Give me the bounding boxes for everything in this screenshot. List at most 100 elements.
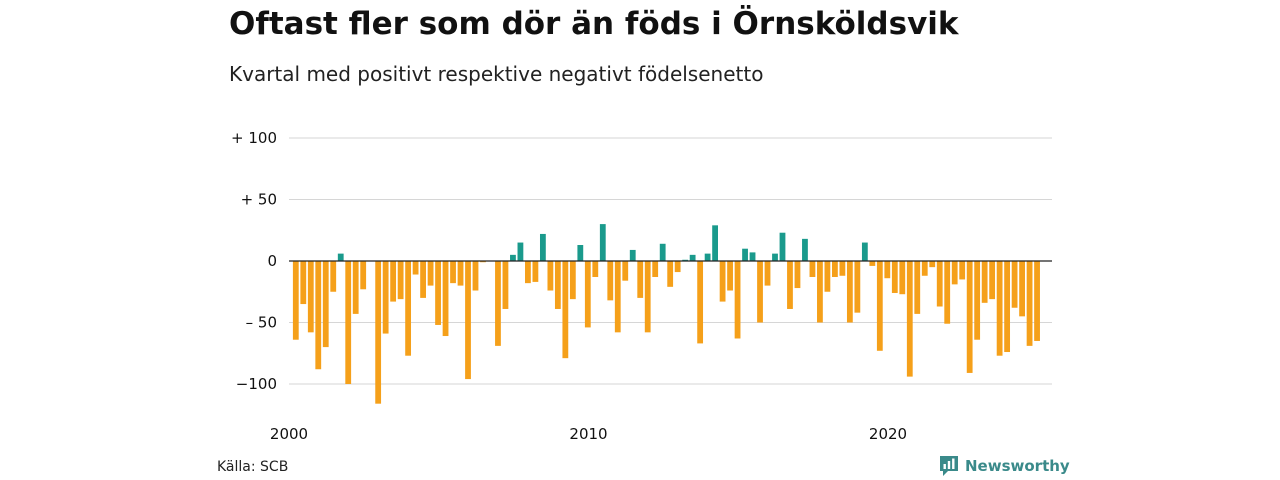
bar [614,261,621,333]
bar [757,261,763,323]
bar [442,261,449,337]
bar [742,248,748,261]
bar [989,261,996,300]
bar [337,253,344,261]
brand-logo: Newsworthy [939,455,1070,477]
bar [562,261,569,359]
bar [659,243,666,261]
y-tick-label: + 50 [241,191,277,209]
bar [749,252,756,261]
bar [510,254,516,261]
bar [292,261,299,340]
bar [764,261,771,286]
bar [652,261,659,277]
bar [539,233,546,261]
bar [936,261,943,307]
bar [682,259,689,261]
bar [832,261,838,277]
bar [637,261,644,298]
bar [787,261,793,309]
bar-chart: + 100 + 50 0 – 50 −100 2000 2010 2020 [231,129,1052,443]
bar [809,261,816,277]
bar [779,232,786,261]
bar [465,261,471,380]
bar [584,261,591,328]
bar [300,261,307,305]
bar [712,225,718,261]
bar [839,261,846,276]
bar [322,261,329,348]
bar [1034,261,1040,341]
bar [996,261,1003,356]
bar [480,261,486,263]
y-tick-label: 0 [267,252,277,270]
bar [352,261,359,314]
bar [450,261,456,284]
bar [817,261,823,323]
bar [959,261,966,280]
bar [495,261,501,346]
bar [846,261,853,323]
bar [569,261,576,300]
x-tick-label: 2020 [869,425,907,443]
bar [390,261,397,302]
bar [405,261,412,356]
chart-title: Oftast fler som dör än föds i Örnsköldsv… [229,6,959,42]
bar [974,261,981,340]
bar [966,261,973,373]
bar [592,261,599,277]
bar [412,261,419,275]
bar [629,249,636,261]
bar [884,261,891,279]
bar [944,261,951,324]
x-tick-label: 2010 [569,425,607,443]
y-axis-ticks: + 100 + 50 0 – 50 −100 [231,129,277,393]
bar [382,261,389,334]
bar [525,261,531,284]
bar [457,261,464,286]
bar [772,253,778,261]
bar [607,261,614,301]
bar [689,254,696,261]
bar [951,261,958,285]
bar [869,261,876,266]
bar [427,261,434,286]
bar [1026,261,1033,346]
bar [981,261,988,303]
bar [435,261,441,325]
bar [547,261,554,291]
bar [1019,261,1025,317]
bar [891,261,898,293]
bar [1011,261,1018,308]
bar [644,261,651,333]
bar [802,238,808,261]
bar [914,261,921,314]
bar [577,245,584,261]
bar [861,242,868,261]
bar [929,261,936,268]
bar [899,261,906,295]
bar [315,261,322,370]
y-tick-label: – 50 [246,314,277,332]
bar [876,261,883,351]
bar [697,261,704,344]
bar [517,242,524,261]
bar [854,261,861,313]
bar [420,261,426,298]
source-label: Källa: SCB [217,459,289,475]
chart-subtitle: Kvartal med positivt respektive negativt… [229,62,764,86]
bar [502,261,509,309]
bar [727,261,733,291]
x-tick-label: 2000 [270,425,308,443]
bar [622,261,629,281]
bar [472,261,479,291]
newsworthy-chart-icon [940,456,958,476]
y-tick-label: −100 [236,375,277,393]
bar [554,261,561,309]
bar [906,261,913,377]
bar [734,261,741,339]
x-axis-ticks: 2000 2010 2020 [270,425,907,443]
brand-name: Newsworthy [965,457,1070,475]
bar [704,253,711,261]
bar [375,261,382,404]
